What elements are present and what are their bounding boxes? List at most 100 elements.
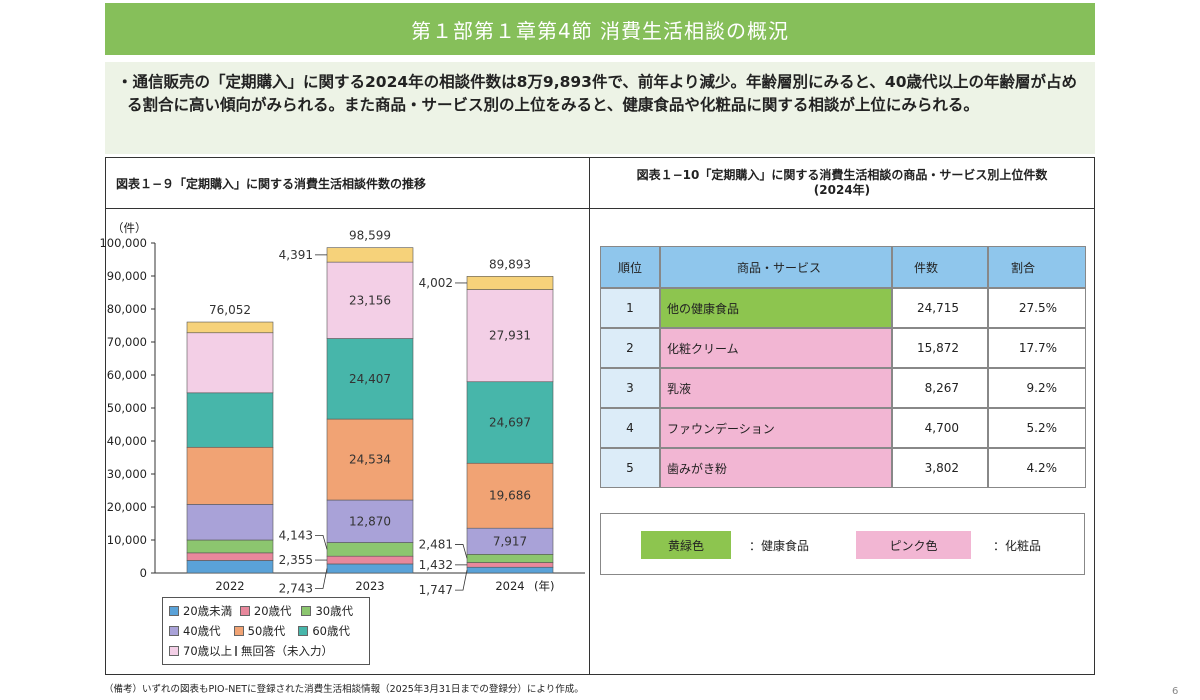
- legend-item: 無回答（未入力）: [235, 643, 333, 659]
- rank-cell: 5: [600, 448, 660, 488]
- bar-segment-0: [466, 566, 554, 574]
- bar-segment-0: [326, 563, 414, 574]
- callout-leader-line: [455, 570, 468, 591]
- y-axis-unit: （件）: [112, 221, 147, 235]
- bar-segment-label: 24,697: [489, 415, 531, 429]
- banner-title: 第１部第１章第4節 消費生活相談の概況: [410, 18, 790, 43]
- legend-swatch: [239, 606, 250, 616]
- y-tick-label: 100,000: [99, 236, 147, 250]
- rank-cell: 4: [600, 408, 660, 448]
- rank-cell: 3: [600, 368, 660, 408]
- bar-segment-6: [186, 332, 274, 394]
- ranking-title-line2: (2024年): [813, 183, 871, 197]
- bar-segment-label: 24,407: [349, 372, 391, 386]
- callout-label: 2,743: [279, 581, 313, 595]
- callout-label: 4,391: [279, 248, 313, 262]
- share-cell: 17.7%: [988, 328, 1086, 368]
- header-item: 商品・サービス: [660, 246, 892, 288]
- table-row: 3 乳液 8,267 9.2%: [600, 368, 1086, 408]
- bar-segment-4: [466, 462, 554, 529]
- chart-legend: 20歳未満 20歳代 30歳代 40歳代 50歳代 60歳代 70歳以上 無回答（未入力）: [162, 597, 370, 665]
- y-tick-label: 0: [140, 566, 147, 580]
- bar-segment-label: 24,534: [349, 453, 391, 467]
- header-count: 件数: [892, 246, 988, 288]
- table-row: 2 化粧クリーム 15,872 17.7%: [600, 328, 1086, 368]
- y-tick-label: 20,000: [107, 500, 147, 514]
- x-tick-label: 2024: [495, 579, 524, 593]
- bar-segment-label: 19,686: [489, 489, 531, 503]
- cosme-key-label: ：化粧品: [993, 538, 1042, 553]
- bar-segment-3: [186, 504, 274, 541]
- x-tick-label: 2023: [355, 579, 384, 593]
- bar-segment-1: [326, 555, 414, 565]
- legend-swatch: [169, 606, 179, 616]
- legend-swatch: [233, 626, 244, 636]
- legend-swatch: [169, 626, 179, 636]
- ranking-title-line1: 図表１−10「定期購入」に関する消費生活相談の商品・サービス別上位件数: [636, 168, 1048, 182]
- bar-segment-4: [186, 446, 274, 505]
- legend-item: 20歳代: [239, 603, 302, 619]
- bar-segment-0: [186, 560, 274, 574]
- callout-label: 2,481: [419, 537, 453, 551]
- table-row: 1 他の健康食品 24,715 27.5%: [600, 288, 1086, 328]
- legend-swatch: [301, 606, 312, 616]
- callout-label: 1,432: [419, 558, 453, 572]
- bar-segment-3: [326, 499, 414, 543]
- bar-segment-3: [466, 527, 554, 555]
- legend-label: 無回答（未入力）: [241, 644, 333, 658]
- x-axis-unit: (年): [534, 579, 554, 593]
- bar-segment-2: [186, 539, 274, 554]
- legend-label: 60歳代: [312, 624, 350, 638]
- y-tick-label: 50,000: [107, 401, 147, 415]
- item-cell: 歯みがき粉: [660, 448, 892, 488]
- bar-segment-6: [326, 261, 414, 339]
- health-color-swatch: 黄緑色: [641, 531, 731, 559]
- page-number: 6: [1172, 686, 1179, 697]
- x-tick-label: 2022: [215, 579, 244, 593]
- count-cell: 24,715: [892, 288, 988, 328]
- bar-segment-1: [466, 562, 554, 568]
- item-cell: 化粧クリーム: [660, 328, 892, 368]
- y-tick-label: 10,000: [107, 533, 147, 547]
- y-tick-label: 40,000: [107, 434, 147, 448]
- item-cell: 他の健康食品: [660, 288, 892, 328]
- bar-segment-2: [326, 542, 414, 557]
- legend-label: 50歳代: [247, 624, 286, 638]
- bar-segment-5: [466, 381, 554, 464]
- section-banner: 第１部第１章第4節 消費生活相談の概況: [105, 3, 1095, 55]
- y-tick-label: 60,000: [107, 368, 147, 382]
- bar-segment-7: [466, 276, 554, 290]
- bar-segment-1: [186, 552, 274, 561]
- header-rank: 順位: [600, 246, 660, 288]
- share-cell: 4.2%: [988, 448, 1086, 488]
- bar-segment-7: [186, 321, 274, 334]
- y-tick-label: 70,000: [107, 335, 147, 349]
- bar-total-label: 98,599: [349, 229, 391, 243]
- bar-segment-label: 7,917: [493, 534, 527, 548]
- chart-panel-title: 図表１−９「定期購入」に関する消費生活相談件数の推移: [106, 158, 589, 209]
- bar-total-label: 76,052: [209, 303, 251, 317]
- legend-label: 40歳代: [183, 624, 221, 638]
- bar-segment-label: 27,931: [489, 329, 531, 343]
- legend-swatch: [298, 626, 309, 636]
- legend-row: 40歳代 50歳代 60歳代: [169, 621, 363, 641]
- legend-label: 20歳未満: [183, 604, 233, 618]
- header-share: 割合: [988, 246, 1086, 288]
- rank-cell: 1: [600, 288, 660, 328]
- count-cell: 8,267: [892, 368, 988, 408]
- bar-segment-5: [186, 392, 274, 448]
- bar-segment-label: 23,156: [349, 293, 391, 307]
- legend-item: 70歳以上: [169, 643, 235, 659]
- share-cell: 9.2%: [988, 368, 1086, 408]
- legend-row: 70歳以上 無回答（未入力）: [169, 641, 363, 661]
- legend-swatch: [235, 646, 237, 656]
- bar-segment-6: [466, 289, 554, 383]
- y-tick-label: 30,000: [107, 467, 147, 481]
- health-key-label: ：健康食品: [749, 538, 810, 553]
- legend-item: 30歳代: [301, 603, 363, 619]
- legend-label: 70歳以上: [183, 644, 233, 658]
- item-cell: ファウンデーション: [660, 408, 892, 448]
- table-row: 5 歯みがき粉 3,802 4.2%: [600, 448, 1086, 488]
- callout-leader-line: [315, 534, 328, 550]
- legend-item: 40歳代: [169, 623, 234, 639]
